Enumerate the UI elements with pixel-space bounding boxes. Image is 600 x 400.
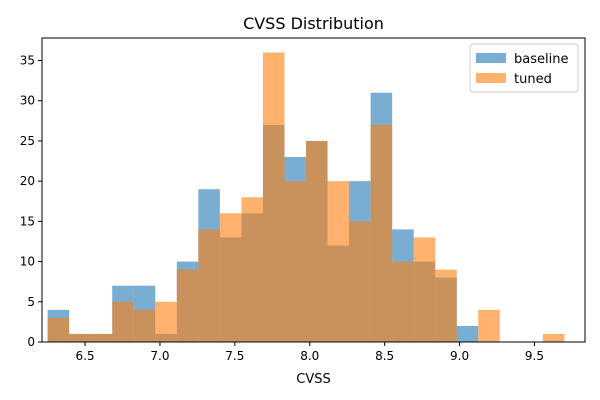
bar-tuned-17 (413, 237, 436, 342)
bar-tuned-20 (478, 309, 500, 342)
bar-tuned-7 (198, 229, 220, 342)
bar-tuned-1 (69, 333, 91, 342)
legend-label-tuned: tuned (514, 72, 552, 87)
bar-tuned-0 (47, 317, 70, 342)
legend-label-baseline: baseline (514, 52, 568, 67)
legend: baseline tuned (469, 43, 579, 93)
x-axis-ticks: 6.5 7.0 7.5 8.0 8.5 9.0 9.5 (76, 342, 544, 363)
bar-tuned-18 (435, 269, 457, 342)
x-tick-label: 7.0 (150, 349, 169, 363)
bar-tuned-23 (542, 333, 565, 342)
x-axis-label: CVSS (296, 372, 330, 387)
bar-tuned-4 (133, 309, 156, 342)
y-tick-label: 0 (27, 335, 35, 349)
x-tick-label: 8.5 (375, 349, 394, 363)
x-tick-label: 7.5 (225, 349, 244, 363)
bar-tuned-3 (112, 301, 134, 342)
bar-tuned-8 (219, 213, 242, 342)
bar-tuned-5 (155, 301, 177, 342)
legend-swatch-tuned (476, 73, 506, 83)
bar-tuned-9 (241, 197, 263, 342)
bar-tuned-16 (392, 261, 414, 342)
bar-tuned-15 (370, 124, 393, 342)
legend-swatch-baseline (476, 53, 506, 63)
chart-title: CVSS Distribution (243, 14, 384, 33)
bar-tuned-12 (306, 140, 328, 342)
bars-layer (47, 52, 565, 342)
bar-baseline-19 (456, 325, 479, 342)
y-tick-label: 20 (20, 174, 35, 188)
y-tick-label: 30 (20, 94, 35, 108)
bar-tuned-13 (327, 181, 350, 342)
series-tuned (47, 52, 565, 342)
plot-frame (41, 37, 586, 343)
x-tick-label: 6.5 (76, 349, 95, 363)
y-axis-ticks: 0 5 10 15 20 25 30 35 (20, 54, 42, 349)
y-tick-label: 35 (20, 54, 35, 68)
y-tick-label: 10 (20, 255, 35, 269)
y-tick-label: 15 (20, 214, 35, 228)
x-tick-label: 9.5 (525, 349, 544, 363)
y-tick-label: 25 (20, 134, 35, 148)
bar-tuned-11 (284, 181, 307, 342)
bar-tuned-6 (176, 269, 199, 342)
bar-tuned-2 (90, 333, 113, 342)
x-tick-label: 8.0 (300, 349, 319, 363)
y-tick-label: 5 (27, 295, 35, 309)
bar-tuned-14 (349, 221, 371, 342)
x-tick-label: 9.0 (450, 349, 469, 363)
bar-tuned-10 (262, 52, 285, 342)
